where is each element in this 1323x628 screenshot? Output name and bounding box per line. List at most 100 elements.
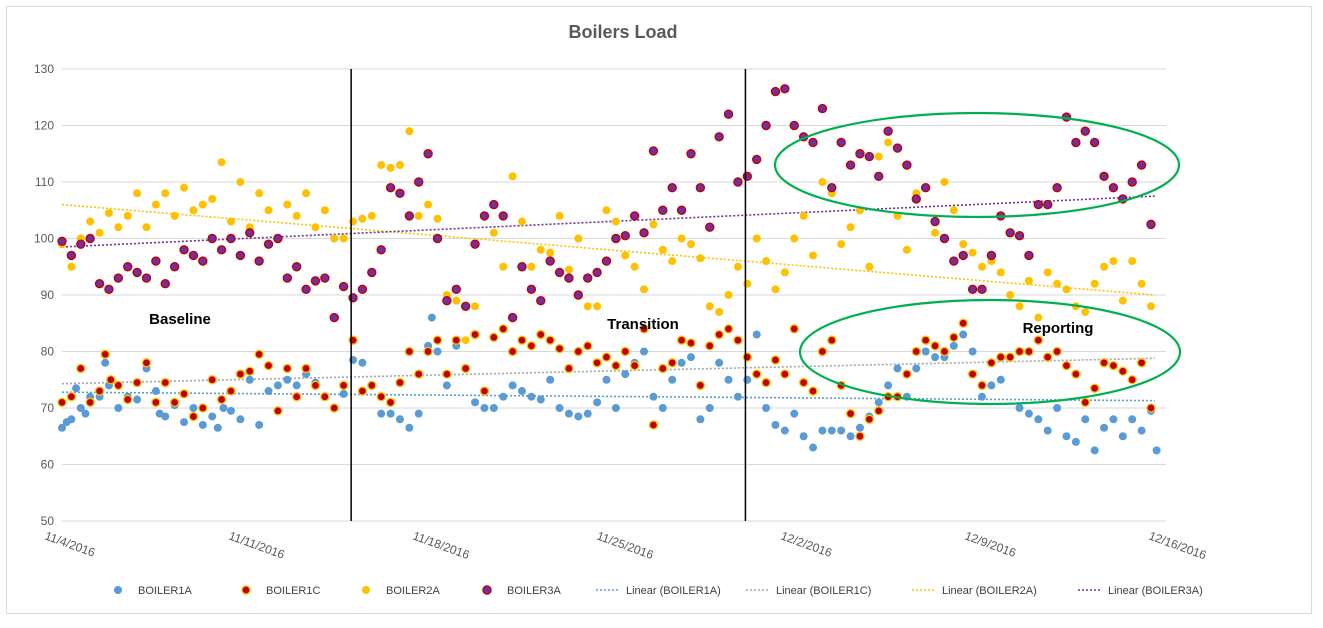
trendline	[61, 203, 1155, 296]
point-boiler3a	[939, 233, 950, 244]
point-boiler1a	[1053, 404, 1062, 412]
point-boiler1c	[216, 394, 227, 405]
point-boiler1c	[827, 335, 837, 345]
point-boiler2a	[949, 206, 958, 215]
point-boiler1c	[301, 363, 311, 374]
point-boiler2a	[339, 234, 348, 243]
point-boiler1c	[76, 363, 86, 374]
point-boiler2a	[367, 211, 376, 220]
point-boiler1c	[151, 397, 161, 408]
point-boiler3a	[169, 262, 180, 272]
point-boiler3a	[573, 290, 584, 300]
point-boiler1a	[790, 409, 799, 418]
y-tick-label: 120	[34, 119, 54, 133]
point-boiler1c	[1061, 360, 1072, 371]
point-boiler2a	[255, 189, 264, 198]
point-boiler2a	[170, 211, 179, 220]
point-boiler1a	[996, 375, 1005, 384]
point-boiler3a	[686, 149, 696, 159]
point-boiler3a	[1014, 230, 1025, 241]
point-boiler2a	[1090, 279, 1099, 288]
point-boiler1a	[527, 392, 536, 401]
point-boiler2a	[884, 138, 893, 147]
point-boiler2a	[508, 172, 517, 181]
point-boiler2a	[161, 189, 170, 198]
point-boiler1a	[893, 364, 902, 373]
point-boiler1c	[1099, 358, 1109, 368]
point-boiler1c	[273, 406, 283, 416]
point-boiler3a	[554, 267, 565, 278]
point-boiler1a	[827, 426, 836, 435]
point-boiler3a	[57, 236, 67, 247]
point-boiler1c	[686, 338, 696, 348]
point-boiler3a	[273, 233, 283, 244]
point-boiler2a	[574, 234, 583, 243]
point-boiler1a	[1043, 426, 1052, 435]
point-boiler1c	[245, 366, 255, 376]
point-boiler1c	[1071, 369, 1081, 379]
point-boiler3a	[489, 199, 499, 210]
point-boiler3a	[291, 262, 302, 272]
point-boiler2a	[940, 178, 949, 186]
point-boiler1a	[245, 375, 254, 384]
x-tick-label: 11/25/2016	[595, 529, 656, 563]
point-boiler1a	[818, 426, 827, 435]
point-boiler2a	[264, 206, 273, 215]
legend-label: BOILER2A	[386, 585, 440, 597]
point-boiler1c	[648, 420, 659, 430]
legend-label: Linear (BOILER3A)	[1108, 585, 1203, 597]
point-boiler1c	[1136, 358, 1147, 368]
point-boiler2a	[902, 245, 911, 254]
point-boiler1c	[996, 352, 1006, 362]
annotation-transition: Transition	[607, 316, 679, 333]
point-boiler2a	[208, 194, 217, 203]
point-boiler3a	[385, 182, 396, 193]
point-boiler1a	[67, 415, 76, 424]
point-boiler2a	[809, 251, 818, 260]
point-boiler3a	[639, 228, 649, 238]
point-boiler1c	[958, 318, 968, 328]
point-boiler1c	[254, 349, 264, 359]
point-boiler1a	[114, 404, 123, 412]
point-boiler1c	[329, 403, 339, 413]
point-boiler1c	[921, 335, 931, 345]
point-boiler2a	[733, 262, 742, 271]
point-boiler1a	[649, 392, 658, 401]
point-boiler1c	[798, 377, 809, 388]
point-boiler1c	[292, 392, 302, 402]
point-boiler1c	[57, 397, 67, 408]
y-tick-label: 70	[41, 401, 55, 415]
point-boiler1a	[76, 404, 85, 412]
legend: BOILER1A BOILER1C BOILER2A BOILER3A Linear (…	[114, 585, 1203, 597]
point-boiler1a	[1024, 409, 1033, 418]
point-boiler3a	[198, 256, 208, 266]
point-boiler1c	[930, 341, 940, 351]
point-boiler1c	[752, 369, 762, 379]
point-boiler1c	[432, 335, 443, 345]
point-boiler2a	[1034, 313, 1043, 322]
point-boiler1c	[1080, 397, 1090, 408]
point-boiler2a	[452, 296, 461, 305]
point-boiler1a	[1128, 415, 1137, 424]
point-boiler2a	[226, 217, 235, 226]
point-boiler1c	[160, 377, 170, 388]
point-boiler2a	[686, 240, 695, 249]
point-boiler3a	[414, 177, 424, 187]
point-boiler1c	[113, 380, 123, 391]
point-boiler3a	[592, 267, 602, 278]
point-boiler3a	[338, 281, 349, 292]
point-boiler1c	[414, 369, 424, 379]
point-boiler3a	[329, 312, 339, 323]
point-boiler3a	[132, 267, 142, 278]
point-boiler1a	[715, 358, 724, 367]
point-boiler3a	[1080, 126, 1090, 136]
point-boiler1a	[1100, 423, 1109, 432]
point-boiler1a	[339, 389, 348, 398]
point-boiler1a	[968, 347, 977, 356]
point-boiler3a	[517, 262, 527, 272]
point-boiler3a	[751, 154, 762, 165]
point-boiler1c	[733, 335, 743, 345]
point-boiler1c	[817, 346, 828, 357]
legend-label: Linear (BOILER1A)	[626, 585, 721, 597]
